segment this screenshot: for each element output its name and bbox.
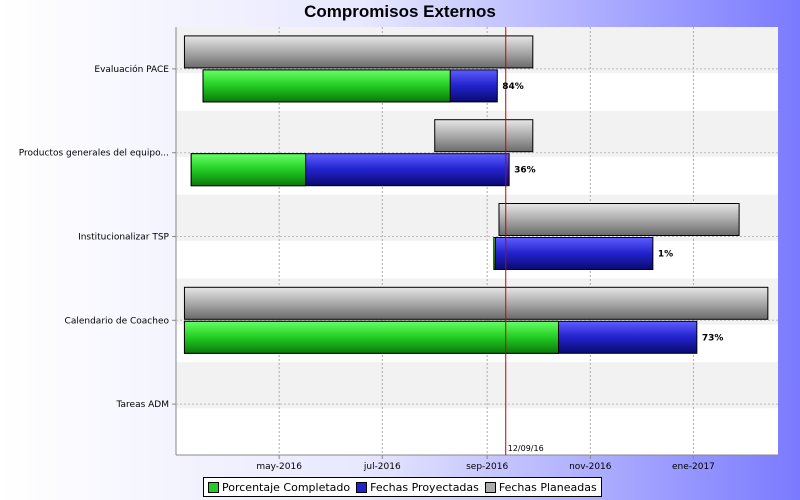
today-label: 12/09/16 (508, 444, 544, 453)
legend-label: Fechas Planeadas (498, 480, 597, 494)
legend-item-projected: Fechas Proyectadas (356, 481, 479, 494)
category-label: Institucionalizar TSP (78, 233, 169, 243)
bar-completed (202, 69, 451, 103)
bar-completed (190, 153, 307, 187)
bar-projected (493, 237, 654, 270)
x-tick-label: ene-2017 (672, 462, 715, 472)
category-label: Productos generales del equipo... (19, 149, 169, 159)
bar-completed (493, 237, 496, 270)
bar-planned (183, 286, 769, 320)
legend-label: Fechas Proyectadas (370, 480, 479, 494)
bar-planned (183, 35, 534, 69)
legend-item-planned: Fechas Planeadas (484, 480, 597, 494)
bar-planned (498, 203, 740, 236)
legend-swatch-green (208, 481, 219, 493)
category-label: Tareas ADM (116, 400, 169, 410)
labels-layer: may-2016 jul-2016 sep-2016 nov-2016 ene-2017… (19, 64, 724, 472)
bars-layer (183, 35, 769, 354)
legend-label: Porcentaje Completado (222, 480, 351, 494)
legend-swatch-gray (484, 481, 496, 493)
percent-label: 84% (502, 82, 524, 92)
x-tick-label: nov-2016 (569, 462, 612, 472)
legend: Porcentaje Completado Fechas Proyectadas… (203, 477, 602, 497)
x-tick-label: sep-2016 (466, 462, 508, 472)
legend-swatch-blue (356, 481, 368, 493)
category-label: Evaluación PACE (94, 64, 169, 75)
percent-label: 1% (658, 250, 673, 260)
bar-completed (183, 320, 559, 354)
category-label: Calendario de Coacheo (65, 316, 170, 326)
grid-lines (172, 27, 778, 459)
legend-item-completed: Porcentaje Completado (208, 481, 350, 494)
percent-label: 73% (702, 333, 724, 343)
chart-title: Compromisos Externos (304, 2, 496, 21)
percent-label: 36% (514, 166, 536, 176)
x-tick-label: jul-2016 (363, 462, 401, 472)
row-band (176, 362, 778, 409)
x-tick-label: may-2016 (256, 462, 302, 472)
bar-planned (434, 119, 534, 153)
